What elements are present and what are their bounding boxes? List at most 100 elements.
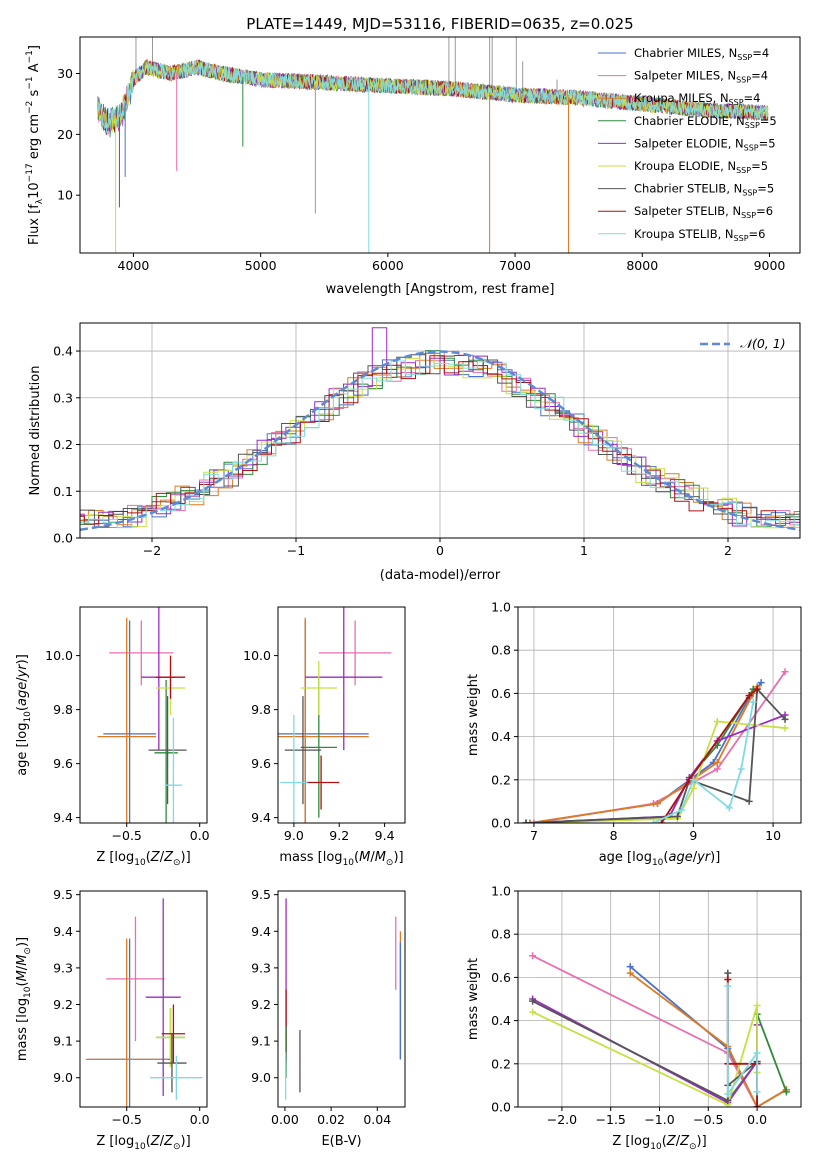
legend-entry: Chabrier MILES, NSSP=4 (634, 46, 769, 62)
y-tick-label: 9.4 (251, 810, 271, 825)
axes-frame (79, 36, 801, 254)
age_vs_Z-marks (97, 607, 187, 823)
y-tick-label: 9.0 (53, 1070, 73, 1085)
label-part: age [log (599, 850, 652, 865)
y-tick-label: 30 (57, 66, 73, 81)
label-part: 10 (134, 858, 146, 868)
label-part: Z (150, 850, 161, 865)
legend-sub: SSP (734, 234, 749, 243)
x-tick-label: 5000 (245, 258, 277, 273)
weight-point-chabrier_miles (626, 963, 634, 971)
y-tick-label: 9.2 (251, 997, 271, 1012)
label-part: M (15, 955, 30, 966)
weight-point-kroupa_elodie (713, 717, 721, 725)
y-tick-label: 9.4 (251, 924, 271, 939)
label-part: Z (150, 1134, 161, 1149)
y-tick-label: 10.0 (243, 648, 271, 663)
legend-name: Kroupa MILES, N (634, 91, 729, 105)
label-part: −17 (25, 163, 35, 182)
label-part: −2 (25, 101, 35, 114)
legend-sub: SSP (737, 53, 752, 62)
y-tick-label: 0.2 (53, 437, 73, 452)
x-tick-label: 0.0 (190, 828, 210, 843)
legend-sub: SSP (736, 166, 751, 175)
mass_vs_Z-marks (85, 898, 203, 1107)
label-part: / (693, 850, 698, 865)
gauss-curve (80, 350, 800, 532)
y-tick-label: 0.8 (491, 927, 511, 942)
legend-entry: Salpeter ELODIE, NSSP=5 (634, 136, 776, 152)
legend-tail: =4 (744, 91, 761, 105)
label-part: Z (679, 1134, 690, 1149)
legend-tail: =6 (756, 204, 773, 218)
weight-point-chabrier_stelib (781, 715, 789, 723)
y-tick-label: 0.2 (491, 772, 511, 787)
hist-xlabel: (data-model)/error (380, 568, 501, 583)
label-part: / (160, 1134, 165, 1149)
legend-entry: Kroupa ELODIE, NSSP=5 (634, 159, 768, 175)
weight_vs_Z-panel: −2.0 −1.5 −1.0 −0.5 0.0 0.0 0.2 0.4 0.6 0.8 1.0 Z [… (466, 884, 802, 1152)
x-tick-label: −2.0 (547, 1112, 577, 1127)
weight-line-kroupa_miles (629, 972, 787, 1107)
weight-line-salpeter_stelib (660, 688, 758, 823)
label-part: −1 (25, 76, 35, 89)
y-tick-label: 0.6 (491, 686, 511, 701)
weight-point-kroupa_miles (654, 800, 662, 808)
weight-point-kroupa_stelib (725, 804, 733, 812)
weight-point-kroupa_stelib (689, 776, 697, 784)
legend-tail: =5 (751, 159, 768, 173)
weight-point-kroupa_stelib (677, 806, 685, 814)
y-tick-label: 0.4 (53, 344, 73, 359)
label-part: M (359, 850, 370, 865)
weight-point-salpeter_miles (781, 668, 789, 676)
mass_vs_Z-panel: −0.5 0.09.09.19.29.39.49.5Z [log10(Z/Z⊙)]… (15, 887, 210, 1152)
x-tick-label: 6000 (372, 258, 404, 273)
legend-tail: =5 (759, 136, 776, 150)
figure-title: PLATE=1449, MJD=53116, FIBERID=0635, z=0… (246, 15, 633, 33)
label-part: Z (163, 850, 174, 865)
weight-point-salpeter_stelib (745, 692, 753, 700)
hist-step-chabrier_stelib (80, 354, 800, 529)
x-tick-label: 7000 (499, 258, 531, 273)
weight-line-kroupa_stelib (726, 986, 758, 1097)
legend-entry: Salpeter STELIB, NSSP=6 (634, 204, 773, 220)
label-part: ( (662, 1134, 667, 1149)
age_vs_Z-xlabel: Z [log10(Z/Z⊙)] (96, 850, 190, 868)
label-part: Z [log (612, 1134, 650, 1149)
x-tick-label: −0.5 (112, 828, 142, 843)
label-part: )] (393, 850, 403, 865)
legend-entry: Kroupa STELIB, NSSP=6 (634, 227, 765, 243)
x-tick-label: 9.0 (284, 828, 304, 843)
y-tick-label: 10 (57, 188, 73, 203)
weight-point-salpeter_stelib (724, 976, 732, 984)
legend-name: Salpeter ELODIE, N (634, 136, 744, 150)
weight_vs_age-ylabel: mass weight (466, 674, 481, 756)
weight-line-chabrier_elodie (525, 688, 754, 823)
label-part: yr (696, 850, 712, 865)
label-part: ( (146, 1134, 151, 1149)
x-tick-label: 9 (689, 828, 697, 843)
x-tick-label: 0.0 (747, 1112, 767, 1127)
legend-name: Chabrier MILES, N (634, 46, 737, 60)
legend-tail: =5 (760, 114, 777, 128)
weight-point-salpeter_stelib (657, 819, 665, 823)
x-tick-label: 0.04 (363, 1112, 391, 1127)
label-part: Z [log (96, 1134, 134, 1149)
x-tick-label: 9000 (754, 258, 786, 273)
x-tick-label: 0.02 (317, 1112, 345, 1127)
label-part: age [log (15, 723, 30, 776)
hist-step-salpeter_stelib (80, 355, 800, 525)
mass_vs_ebv-marks (284, 898, 402, 1100)
y-tick-label: 9.1 (53, 1034, 73, 1049)
label-part: M (375, 850, 386, 865)
legend-entry: 𝒩(0, 1) (740, 336, 786, 351)
axes-frame (277, 606, 406, 824)
weight_vs_Z-ylabel: mass weight (466, 958, 481, 1040)
x-tick-label: 4000 (118, 258, 150, 273)
weight-point-chabrier_stelib (673, 813, 681, 821)
x-tick-label: 10 (765, 828, 781, 843)
label-part: 10 (343, 858, 355, 868)
weight-point-kroupa_miles (526, 819, 534, 823)
residual_hist-panel: −2 −1 0 1 2 0.0 0.1 0.2 0.3 0.4 𝒩(0, 1) (data-model… (28, 322, 801, 583)
